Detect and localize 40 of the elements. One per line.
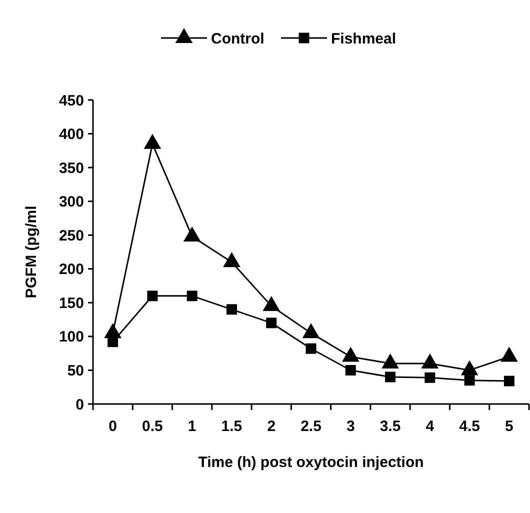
legend-label: Fishmeal xyxy=(331,30,396,48)
y-tick-label: 250 xyxy=(58,227,84,244)
y-tick-label: 50 xyxy=(67,362,84,380)
point xyxy=(262,296,280,312)
point xyxy=(144,134,162,149)
x-axis-title: Time (h) post oxytocin injection xyxy=(198,454,424,471)
y-tick-label: 300 xyxy=(58,194,84,211)
y-axis-title: PGFM (pg/ml xyxy=(23,206,40,298)
point xyxy=(345,364,356,376)
x-tick-label: 4 xyxy=(426,418,435,435)
point xyxy=(306,343,316,354)
point xyxy=(186,290,198,302)
x-tick-label: 0.5 xyxy=(142,418,163,435)
x-tick-label: 3.5 xyxy=(380,418,401,435)
x-tick-label: 4.5 xyxy=(459,418,480,435)
y-tick-label: 200 xyxy=(58,261,84,278)
x-tick-label: 2.5 xyxy=(300,418,322,435)
point xyxy=(424,372,436,383)
point xyxy=(385,372,396,382)
x-tick-label: 5 xyxy=(505,418,514,435)
x-tick-label: 1 xyxy=(188,418,196,435)
point xyxy=(108,336,118,348)
point xyxy=(226,304,237,315)
y-tick-label: 350 xyxy=(58,160,84,177)
legend-label: Control xyxy=(211,30,264,48)
x-tick-label: 1.5 xyxy=(221,418,242,435)
point xyxy=(147,290,158,302)
y-tick-label: 450 xyxy=(58,92,84,110)
y-tick-label: 150 xyxy=(58,294,84,312)
point xyxy=(464,375,475,386)
y-tick-label: 400 xyxy=(58,126,84,144)
point xyxy=(183,226,201,242)
y-tick-label: 100 xyxy=(58,328,84,346)
point xyxy=(266,318,277,328)
point xyxy=(223,252,240,268)
y-tick-label: 0 xyxy=(76,396,84,414)
x-tick-label: 0 xyxy=(108,418,117,435)
x-tick-label: 3 xyxy=(346,418,355,435)
point xyxy=(504,376,514,386)
x-tick-label: 2 xyxy=(267,418,276,435)
